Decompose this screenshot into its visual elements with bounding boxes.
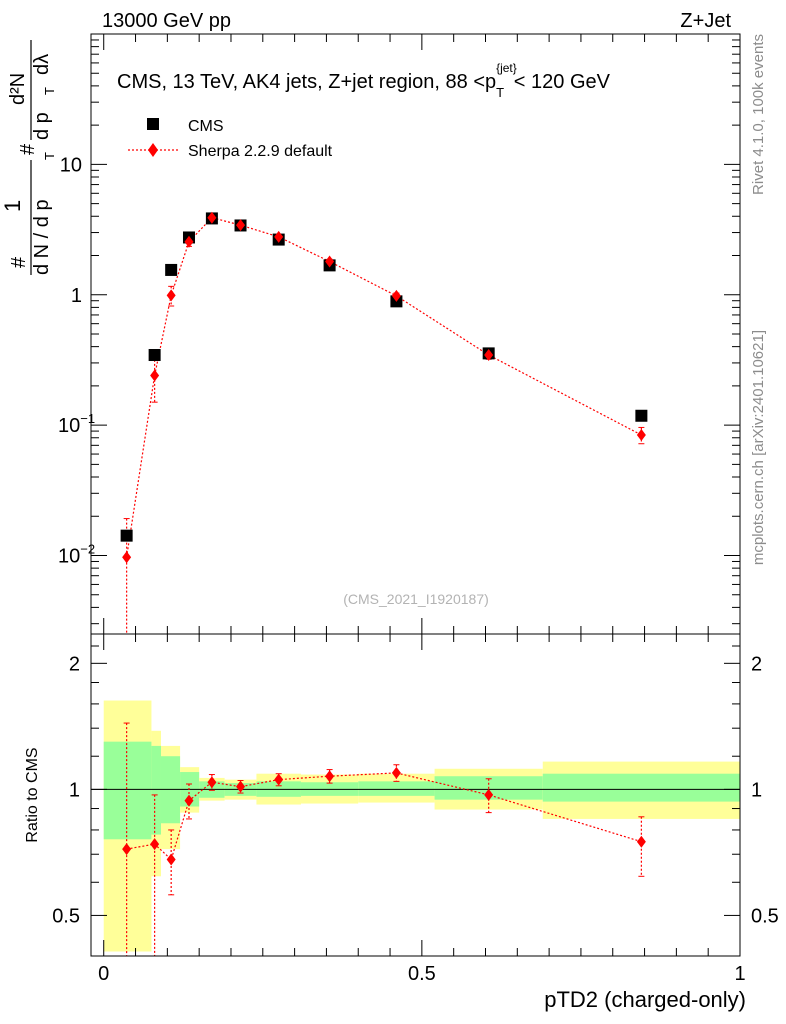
- ratio-ytick-label-0: 0.5: [52, 905, 80, 927]
- legend: CMS Sherpa 2.2.9 default: [128, 118, 333, 160]
- main-ytick-label-1: 10−1: [58, 411, 95, 437]
- mc-line: [126, 217, 642, 558]
- ratio-point-0: [122, 843, 132, 856]
- ratio-point-6: [274, 773, 284, 786]
- header-left: 13000 GeV pp: [102, 10, 231, 32]
- band-inner-10: [542, 773, 740, 802]
- mc-point-3: [184, 235, 194, 248]
- main-ytick-label-3: 10: [60, 154, 82, 176]
- legend-mc-label: Sherpa 2.2.9 default: [188, 143, 333, 160]
- xlabel: pTD2 (charged-only): [544, 987, 746, 1012]
- legend-mc-marker: [148, 143, 158, 157]
- mcplots-label: mcplots.cern.ch [arXiv:2401.10621]: [750, 330, 767, 565]
- ratio-frame: [90, 633, 741, 957]
- main-ylabel: # 1 d N / d p T # d²N d p T dλ: [0, 40, 57, 275]
- ylabel-d2N: d²N: [7, 73, 29, 105]
- ratio-point-10: [636, 835, 646, 848]
- ratio-ylabel: Ratio to CMS: [24, 747, 41, 842]
- mc-point-5: [236, 219, 246, 232]
- ylabel-dl: dλ: [31, 54, 53, 75]
- ylabel-one: 1: [0, 200, 25, 212]
- legend-cms-label: CMS: [188, 118, 224, 135]
- mc-point-8: [391, 289, 401, 302]
- ratio-axes: 0.5 0.5 1 1 2 2 0 0.5 1: [52, 634, 779, 985]
- ratio-xtick-label-1: 0.5: [408, 963, 436, 985]
- ratio-ytick-label-right-2: 2: [751, 653, 762, 675]
- ratio-ytick-label-right-1: 1: [751, 779, 762, 801]
- ylabel-T-1: T: [42, 152, 57, 160]
- mc-point-4: [207, 211, 217, 224]
- ratio-ytick-label-right-0: 0.5: [751, 905, 779, 927]
- ratio-bands: [91, 700, 740, 952]
- ratio-point-7: [325, 770, 335, 783]
- ratio-xtick-label-0: 0: [98, 963, 109, 985]
- main-ytick-label-0: 10−2: [58, 542, 95, 568]
- band-inner-0: [103, 741, 152, 840]
- ratio-ytick-label-2: 2: [69, 653, 80, 675]
- ylabel-dp: d p: [31, 112, 53, 140]
- ratio-point-2: [166, 853, 176, 866]
- mc-point-7: [325, 255, 335, 268]
- ratio-point-8: [391, 766, 401, 779]
- ratio-point-3: [184, 794, 194, 807]
- ratio-marks: [122, 722, 646, 957]
- ratio-ytick-label-1: 1: [69, 779, 80, 801]
- mc-point-2: [166, 289, 176, 302]
- main-marks: [120, 211, 648, 634]
- main-panel: 10−2 10−1 1 10 CMS, 13 TeV, AK4 jets, Z+jet…: [0, 33, 741, 635]
- cms-point-0: [120, 529, 133, 542]
- band-inner-1: [151, 745, 161, 835]
- cms-point-1: [148, 349, 161, 362]
- mc-point-9: [484, 349, 494, 362]
- cms-point-2: [165, 263, 178, 276]
- ratio-point-4: [207, 776, 217, 789]
- ratio-point-5: [236, 780, 246, 793]
- ylabel-T-2: T: [42, 87, 57, 95]
- cms-point-10: [635, 409, 648, 422]
- main-ytick-label-2: 1: [71, 285, 82, 307]
- mc-point-0: [122, 551, 132, 564]
- ylabel-dN: d N / d p: [31, 199, 53, 275]
- ylabel-hash-1: #: [8, 256, 30, 268]
- header-right: Z+Jet: [680, 10, 731, 32]
- ratio-panel: 0.5 0.5 1 1 2 2 0 0.5 1 Ratio to CMS pTD2 (charg…: [24, 633, 779, 1012]
- rivet-label: Rivet 4.1.0, 100k events: [750, 34, 767, 195]
- ratio-point-1: [150, 838, 160, 851]
- mc-point-1: [150, 369, 160, 382]
- mc-point-6: [274, 230, 284, 243]
- ratio-point-9: [484, 788, 494, 801]
- watermark: (CMS_2021_I1920187): [343, 591, 489, 607]
- mc-point-10: [636, 429, 646, 442]
- main-axes: 10−2 10−1 1 10: [58, 33, 741, 634]
- legend-cms-marker: [147, 118, 159, 130]
- main-title: CMS, 13 TeV, AK4 jets, Z+jet region, 88 …: [117, 61, 611, 100]
- band-inner-8: [358, 781, 435, 796]
- ylabel-hash-2: #: [17, 143, 39, 155]
- ratio-xtick-label-2: 1: [734, 963, 745, 985]
